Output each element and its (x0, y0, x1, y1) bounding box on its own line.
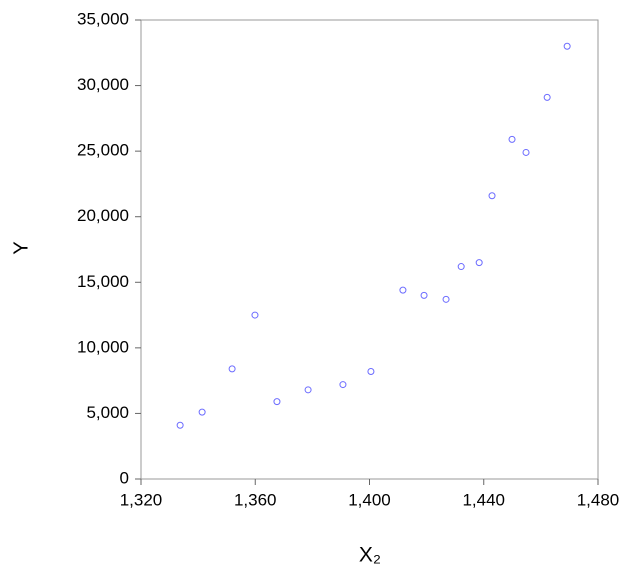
y-tick-label: 30,000 (77, 75, 129, 94)
point (442, 295, 450, 303)
plot-frame (140, 19, 599, 480)
point (488, 192, 496, 200)
point (457, 263, 465, 271)
x-axis-label: X₂ (359, 544, 381, 567)
x-tick-label: 1,440 (462, 490, 505, 509)
x-tick-label: 1,480 (577, 490, 620, 509)
point (475, 259, 483, 267)
y-tick-label: 15,000 (77, 272, 129, 291)
point (508, 135, 516, 143)
point (304, 386, 312, 394)
point (198, 408, 206, 416)
point (367, 367, 375, 375)
x-tick-label: 1,320 (120, 490, 163, 509)
y-tick-label: 20,000 (77, 206, 129, 225)
y-tick-label: 35,000 (77, 9, 129, 28)
point (339, 381, 347, 389)
point (273, 398, 281, 406)
y-tick-label: 10,000 (77, 337, 129, 356)
y-tick-label: 25,000 (77, 141, 129, 160)
x-tick-label: 1,400 (348, 490, 391, 509)
x-tick-label: 1,360 (234, 490, 277, 509)
y-tick-label: 0 (120, 468, 129, 487)
point (228, 365, 236, 373)
y-tick-label: 5,000 (86, 403, 129, 422)
y-axis-label: Y (10, 241, 32, 254)
point (522, 148, 530, 156)
point (399, 286, 407, 294)
point (420, 291, 428, 299)
point (563, 42, 571, 50)
point (543, 93, 551, 101)
point (251, 311, 259, 319)
point (176, 421, 184, 429)
